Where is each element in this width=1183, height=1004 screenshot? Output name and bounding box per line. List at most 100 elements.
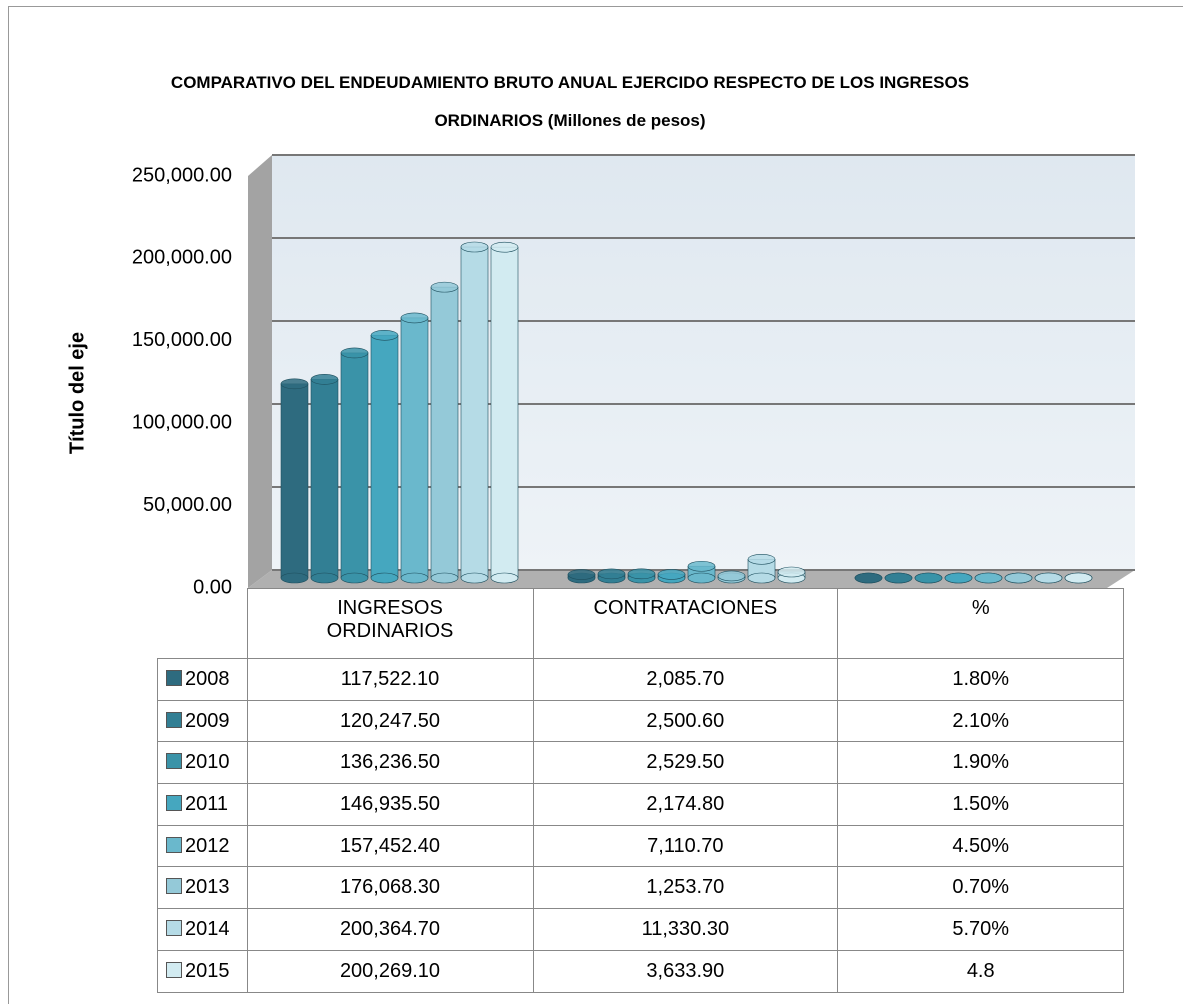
table-cell: 4.8 [837,949,1125,993]
legend-cell: 2008 [157,658,248,701]
bar-top [884,572,913,584]
table-cell: 5.70% [837,908,1125,951]
table-header-row: INGRESOS ORDINARIOS CONTRATACIONES% [157,588,1125,659]
bar-bottom [310,572,339,584]
table-cell: 200,364.70 [246,908,534,951]
bar-top [460,241,489,253]
bar-bottom [687,572,716,584]
bar-bottom [460,572,489,584]
table-cell: 136,236.50 [246,741,534,785]
legend-cell: 2009 [157,699,248,743]
table-cell: 2,500.60 [532,699,839,743]
legend-cell: 2010 [157,741,248,785]
table-cell: 7,110.70 [532,824,839,868]
legend-cell: 2013 [157,866,248,910]
table-cell: 4.50% [837,824,1125,868]
category-label: % [837,588,1125,659]
bar-bottom [280,572,309,584]
table-row: 2012 157,452.40 7,110.70 4.50% [157,824,1125,868]
table-cell: 1,253.70 [532,866,839,910]
bar-top [310,374,339,385]
table-row: 2008 117,522.10 2,085.70 1.80% [157,658,1125,701]
bar-top [1064,572,1093,584]
legend-swatch [166,711,182,728]
bar [627,568,656,584]
bar-top [400,312,429,324]
bar-top [944,572,973,584]
bar-body [400,317,429,579]
bar [687,560,716,584]
bar [1034,572,1063,584]
legend-cell: 2011 [157,783,248,826]
bar [944,572,973,584]
bar [460,241,489,584]
bar [400,312,429,584]
legend-label: 2008 [185,667,230,690]
legend-label: 2015 [185,959,230,982]
legend-cell: 2012 [157,824,248,868]
legend-swatch [166,753,182,770]
legend-swatch [166,961,182,978]
bar-top [914,572,943,584]
table-cell: 2,529.50 [532,741,839,785]
table-cell: 2,085.70 [532,658,839,701]
table-cell: 2,174.80 [532,783,839,826]
bar-body [460,246,489,579]
y-tick-label: 100,000.00 [132,411,232,433]
legend-cell: 2015 [157,949,248,993]
bar-top [854,572,883,584]
bar-top [1034,572,1063,584]
bar-bottom [490,572,519,584]
table-cell: 11,330.30 [532,908,839,951]
y-tick-label: 250,000.00 [132,164,232,186]
legend-swatch [166,794,182,811]
bar-top [747,553,776,565]
bar [747,553,776,584]
bar-top [430,281,459,293]
legend-swatch [166,919,182,936]
y-axis-label: Título del eje [66,332,88,454]
bar [280,378,309,584]
table-cell: 1.90% [837,741,1125,785]
bar [974,572,1003,584]
bar-bottom [340,572,369,584]
table-row: 2013 176,068.30 1,253.70 0.70% [157,866,1125,910]
bar [430,281,459,584]
bar-body [370,334,399,579]
legend-label: 2012 [185,834,230,857]
table-cell: 1.80% [837,658,1125,701]
bar-bottom [400,572,429,584]
bar-body [340,352,369,579]
legend-label: 2011 [185,792,229,815]
bar-top [777,566,806,578]
table-row: 2009 120,247.50 2,500.60 2.10% [157,699,1125,743]
bar-top [1004,572,1033,584]
bar [914,572,943,584]
bar [340,347,369,584]
table-cell: 2.10% [837,699,1125,743]
category-label: CONTRATACIONES [532,588,839,659]
bar-top [687,560,716,572]
legend-label: 2010 [185,751,230,774]
table-row: 2014 200,364.70 11,330.30 5.70% [157,908,1125,951]
y-tick-label: 50,000.00 [143,494,232,516]
chart-title: COMPARATIVO DEL ENDEUDAMIENTO BRUTO ANUA… [170,73,970,130]
bar-top [657,569,686,580]
table-row: 2015 200,269.10 3,633.90 4.8 [157,949,1125,993]
bar-bottom [370,572,399,584]
bar [310,374,339,584]
legend-swatch [166,878,182,895]
category-label: INGRESOS ORDINARIOS [246,588,534,659]
data-table: INGRESOS ORDINARIOS CONTRATACIONES% 2008 11… [157,588,1125,993]
bar-top [597,568,626,580]
bar-bottom [430,572,459,584]
bar-top [370,329,399,341]
bar-body [430,286,459,579]
table-cell: 117,522.10 [246,658,534,701]
bar-top [340,347,369,359]
bar-top [974,572,1003,584]
bar [657,569,686,584]
legend-label: 2009 [185,709,230,732]
